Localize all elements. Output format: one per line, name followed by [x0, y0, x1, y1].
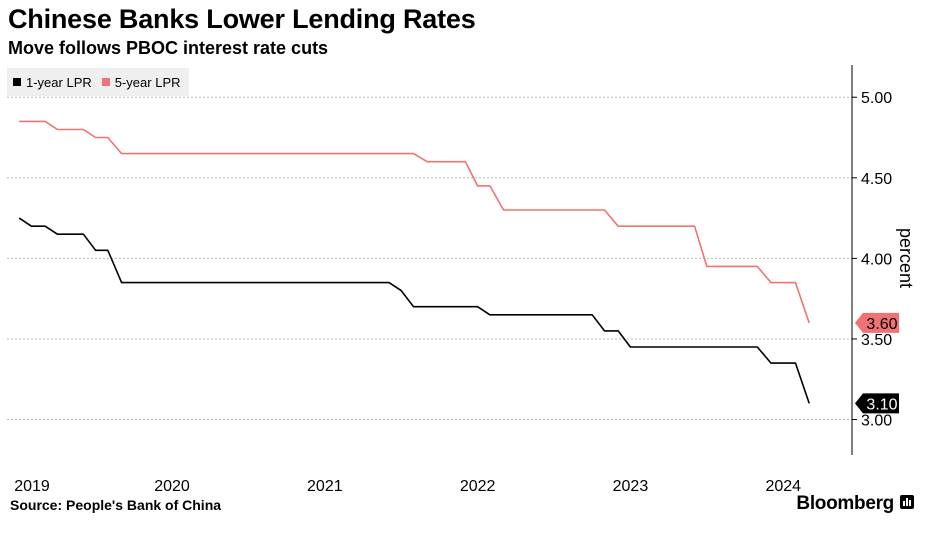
end-value-label: 3.60	[866, 316, 897, 333]
legend: 1-year LPR 5-year LPR	[7, 68, 189, 96]
y-tick-label: 3.00	[861, 413, 892, 430]
end-value-label: 3.10	[866, 396, 897, 413]
x-tick-label: 2020	[154, 478, 190, 495]
series-line-5-year-lpr	[19, 120, 810, 324]
brand-name: Bloomberg	[796, 493, 894, 514]
y-axis-title: percent	[896, 228, 916, 288]
x-tick-label: 2021	[307, 478, 343, 495]
legend-item-5-year: 5-year LPR	[101, 74, 181, 90]
legend-swatch-5-year	[101, 78, 110, 86]
series-line-1-year-lpr	[18, 217, 810, 404]
y-tick-label: 3.50	[861, 332, 892, 349]
end-label-flag	[855, 312, 899, 333]
legend-item-1-year: 1-year LPR	[13, 75, 92, 90]
x-tick-label: 2024	[765, 478, 801, 495]
legend-swatch-1-year	[13, 78, 21, 86]
end-label-flag	[855, 393, 899, 414]
legend-label-5-year: 5-year LPR	[114, 74, 181, 90]
y-tick-label: 5.00	[861, 90, 892, 107]
chart-title: Chinese Banks Lower Lending Rates	[8, 4, 476, 34]
brand-logo: Bloomberg	[796, 493, 914, 515]
terminal-icon	[900, 493, 914, 515]
y-tick-label: 4.00	[861, 251, 892, 268]
x-tick-label: 2023	[613, 478, 649, 495]
x-tick-label: 2019	[14, 478, 50, 495]
source-note: Source: People's Bank of China	[10, 497, 222, 513]
chart-subtitle: Move follows PBOC interest rate cuts	[8, 38, 329, 58]
x-tick-label: 2022	[460, 478, 496, 495]
y-tick-label: 4.50	[861, 171, 892, 188]
legend-label-1-year: 1-year LPR	[26, 74, 92, 90]
